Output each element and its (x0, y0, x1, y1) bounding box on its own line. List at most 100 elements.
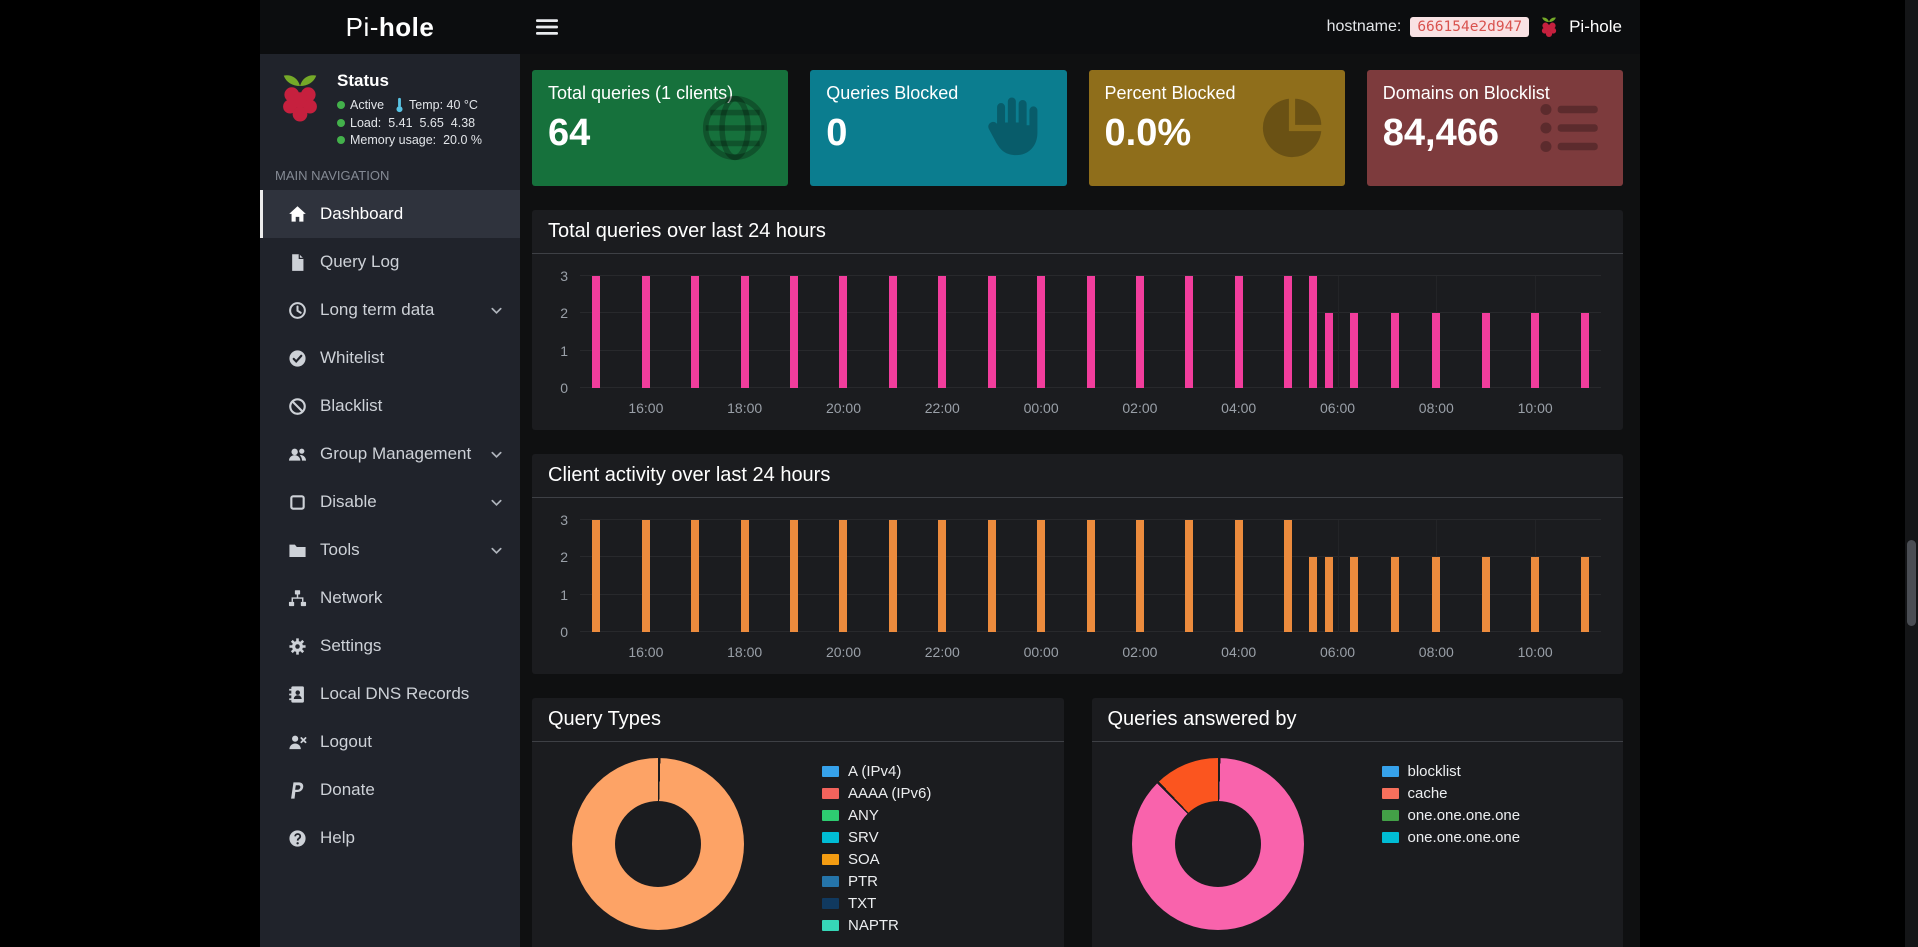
bar[interactable] (1391, 313, 1400, 388)
bar[interactable] (839, 276, 848, 388)
legend-item-cache[interactable]: cache (1381, 782, 1521, 804)
bar[interactable] (691, 520, 700, 632)
bar[interactable] (1135, 276, 1144, 388)
panel-title: Client activity over last 24 hours (548, 464, 831, 486)
bar[interactable] (938, 276, 947, 388)
sidebar-item-help[interactable]: Help (260, 814, 520, 862)
query-types-donut[interactable] (572, 758, 744, 930)
summary-card-domains-on-blocklist[interactable]: Domains on Blocklist 84,466 (1366, 70, 1623, 186)
bar[interactable] (1234, 520, 1243, 632)
bar[interactable] (740, 520, 749, 632)
card-title: Domains on Blocklist (1382, 83, 1550, 103)
sidebar-item-label: Tools (320, 540, 360, 559)
scrollbar-thumb[interactable] (1907, 540, 1916, 626)
sidebar-item-disable[interactable]: Disable (260, 478, 520, 526)
sidebar-item-donate[interactable]: Donate (260, 766, 520, 814)
legend-item-any[interactable]: ANY (822, 804, 931, 826)
globe-icon (698, 91, 772, 165)
bar[interactable] (888, 520, 897, 632)
sidebar-toggle-button[interactable] (520, 0, 574, 54)
bar[interactable] (1308, 557, 1317, 632)
bar[interactable] (1349, 313, 1358, 388)
legend-item-srv[interactable]: SRV (822, 826, 931, 848)
bar[interactable] (839, 520, 848, 632)
pihole-home-link[interactable]: Pi-hole (1569, 17, 1622, 36)
legend-item-txt[interactable]: TXT (822, 892, 931, 914)
sidebar-item-dashboard[interactable]: Dashboard (260, 190, 520, 238)
sidebar-item-query-log[interactable]: Query Log (260, 238, 520, 286)
panel-total-queries: Total queries over last 24 hours 0 1 2 3 16:… (532, 210, 1623, 430)
legend-item-one-one-one-one[interactable]: one.one.one.one (1381, 804, 1520, 826)
sidebar-item-network[interactable]: Network (260, 574, 520, 622)
bar[interactable] (1086, 276, 1095, 388)
bar[interactable] (691, 276, 700, 388)
sidebar-item-label: Blacklist (320, 396, 383, 415)
bar[interactable] (1308, 276, 1317, 388)
total-queries-chart[interactable]: 0 1 2 3 16:00 18:00 20:00 22:00 00:00 02:00 04:00 0… (548, 266, 1607, 418)
bar[interactable] (790, 276, 799, 388)
legend-item-blocklist[interactable]: blocklist (1381, 760, 1521, 782)
x-axis-label: 06:00 (1319, 400, 1356, 416)
card-title: Queries Blocked (826, 83, 959, 103)
bar[interactable] (1432, 313, 1441, 388)
bar[interactable] (1580, 313, 1589, 388)
bar[interactable] (1284, 520, 1293, 632)
home-icon (287, 204, 307, 224)
bar[interactable] (592, 520, 601, 632)
client-activity-chart[interactable]: 0 1 2 3 16:00 18:00 20:00 22:00 00:00 02:00 04:00 0… (548, 510, 1607, 662)
sidebar-item-local-dns-records[interactable]: Local DNS Records (260, 670, 520, 718)
thermometer-icon (395, 97, 404, 113)
sidebar-item-blacklist[interactable]: Blacklist (260, 382, 520, 430)
bar[interactable] (1349, 557, 1358, 632)
y-axis-label: 3 (560, 268, 568, 284)
bar[interactable] (740, 276, 749, 388)
legend-item-one-one-one-one[interactable]: one.one.one.one (1381, 826, 1520, 848)
bar[interactable] (1135, 520, 1144, 632)
queries-answered-by-donut[interactable] (1131, 758, 1304, 930)
bar[interactable] (987, 276, 996, 388)
bar[interactable] (987, 520, 996, 632)
bar[interactable] (888, 276, 897, 388)
scrollbar-track[interactable] (1905, 0, 1918, 947)
sidebar-item-settings[interactable]: Settings (260, 622, 520, 670)
bar[interactable] (1234, 276, 1243, 388)
bar[interactable] (790, 520, 799, 632)
bar[interactable] (1086, 520, 1095, 632)
bar[interactable] (1284, 276, 1293, 388)
bar[interactable] (1037, 276, 1046, 388)
legend-item-soa[interactable]: SOA (822, 848, 931, 870)
summary-card-queries-blocked[interactable]: Queries Blocked 0 (810, 70, 1067, 186)
x-axis-label: 20:00 (825, 644, 861, 660)
bar[interactable] (1325, 557, 1334, 632)
sidebar-item-whitelist[interactable]: Whitelist (260, 334, 520, 382)
brand-link[interactable]: Pi-hole (260, 0, 520, 54)
bar[interactable] (641, 520, 650, 632)
bar[interactable] (1481, 557, 1490, 632)
sidebar-item-long-term-data[interactable]: Long term data (260, 286, 520, 334)
bar[interactable] (1037, 520, 1046, 632)
sidebar-item-group-management[interactable]: Group Management (260, 430, 520, 478)
paypal-icon (287, 780, 307, 800)
sidebar-item-logout[interactable]: Logout (260, 718, 520, 766)
bar[interactable] (641, 276, 650, 388)
bar[interactable] (1185, 520, 1194, 632)
bar[interactable] (1185, 276, 1194, 388)
bar[interactable] (1531, 313, 1540, 388)
legend-label: A (IPv4) (848, 762, 902, 780)
legend-item-naptr[interactable]: NAPTR (822, 914, 931, 936)
bar[interactable] (938, 520, 947, 632)
bar[interactable] (1432, 557, 1441, 632)
sidebar-item-tools[interactable]: Tools (260, 526, 520, 574)
legend-item-ptr[interactable]: PTR (822, 870, 931, 892)
bar[interactable] (1580, 557, 1589, 632)
bar[interactable] (1391, 557, 1400, 632)
legend-item-aaaa-ipv6[interactable]: AAAA (IPv6) (822, 782, 931, 804)
summary-card-total-queries-1-clients[interactable]: Total queries (1 clients) 64 (532, 70, 789, 186)
summary-card-percent-blocked[interactable]: Percent Blocked 0.0% (1088, 70, 1345, 186)
bar[interactable] (592, 276, 601, 388)
bar[interactable] (1531, 557, 1540, 632)
bar[interactable] (1325, 313, 1334, 388)
legend-label: NAPTR (848, 916, 899, 934)
legend-item-a-ipv4[interactable]: A (IPv4) (822, 760, 931, 782)
bar[interactable] (1481, 313, 1490, 388)
